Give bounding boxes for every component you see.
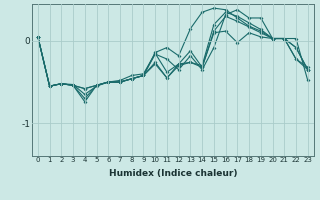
X-axis label: Humidex (Indice chaleur): Humidex (Indice chaleur) <box>108 169 237 178</box>
